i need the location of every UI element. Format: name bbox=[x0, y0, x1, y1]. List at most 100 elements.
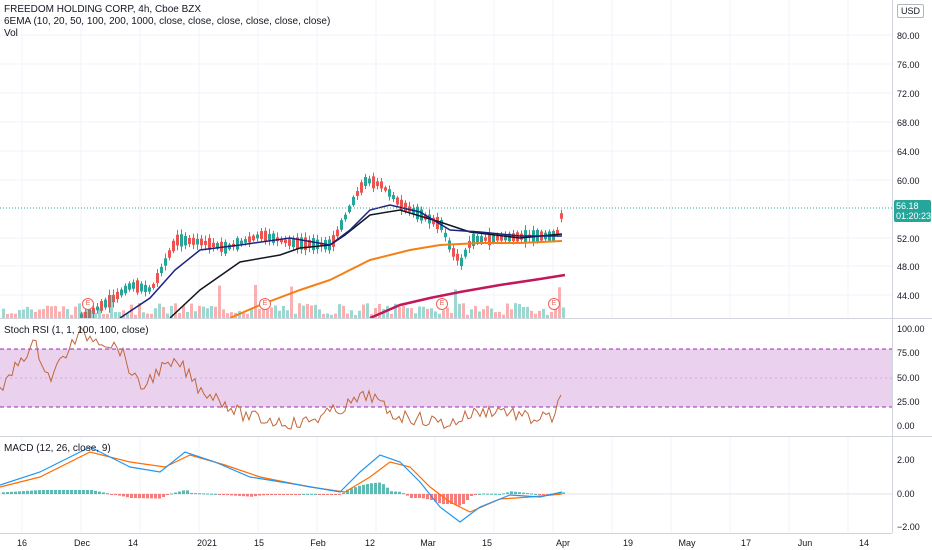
macd-tick: −2.00 bbox=[897, 522, 920, 532]
macd-histogram-bar bbox=[194, 493, 197, 495]
volume-bar bbox=[286, 310, 289, 318]
earnings-marker[interactable]: E bbox=[82, 298, 94, 310]
volume-bar bbox=[6, 313, 9, 318]
volume-bar bbox=[494, 312, 497, 318]
volume-bar bbox=[486, 305, 489, 318]
price-axis[interactable]: USD 80.00 76.00 72.00 68.00 64.00 60.00 … bbox=[892, 0, 932, 533]
volume-bar bbox=[562, 307, 565, 318]
volume-bar bbox=[222, 309, 225, 318]
price-chart[interactable] bbox=[0, 0, 892, 318]
macd-histogram-bar bbox=[234, 494, 237, 496]
macd-histogram-bar bbox=[182, 490, 185, 494]
macd-histogram-bar bbox=[174, 492, 177, 494]
volume-bar bbox=[74, 306, 77, 318]
candle-body bbox=[224, 241, 227, 254]
pane-separator[interactable] bbox=[0, 318, 932, 319]
stoch-rsi-line bbox=[0, 326, 562, 430]
stoch-rsi-pane[interactable]: Stoch RSI (1, 1, 100, 100, close) bbox=[0, 319, 892, 436]
macd-histogram-bar bbox=[314, 493, 317, 495]
volume-bar bbox=[130, 304, 133, 318]
macd-histogram-bar bbox=[242, 494, 245, 497]
earnings-marker[interactable]: E bbox=[436, 298, 448, 310]
chart-title[interactable]: FREEDOM HOLDING CORP, 4h, Cboe BZX bbox=[4, 4, 202, 15]
volume-bar bbox=[50, 306, 53, 318]
volume-bar bbox=[262, 304, 265, 318]
time-label: Dec bbox=[73, 538, 91, 548]
volume-bar bbox=[38, 309, 41, 318]
macd-histogram-bar bbox=[538, 494, 541, 495]
candle-body bbox=[256, 234, 259, 239]
volume-bar bbox=[294, 313, 297, 318]
volume-bar bbox=[30, 309, 33, 318]
macd-histogram-bar bbox=[214, 493, 217, 495]
volume-bar bbox=[242, 312, 245, 318]
macd-histogram-bar bbox=[22, 491, 25, 494]
volume-bar bbox=[394, 303, 397, 318]
price-tick: 48.00 bbox=[897, 262, 920, 272]
volume-bar bbox=[34, 311, 37, 318]
volume-bar bbox=[358, 310, 361, 318]
macd-histogram-bar bbox=[330, 494, 333, 495]
volume-bar bbox=[462, 303, 465, 318]
candle-body bbox=[168, 250, 171, 258]
price-tick: 52.00 bbox=[897, 234, 920, 244]
ema-line bbox=[119, 204, 562, 318]
macd-histogram-bar bbox=[238, 494, 241, 496]
macd-histogram-bar bbox=[226, 494, 229, 496]
macd-histogram-bar bbox=[298, 494, 301, 495]
candle-body bbox=[444, 232, 447, 238]
pane-separator[interactable] bbox=[0, 436, 932, 437]
price-pane[interactable]: FREEDOM HOLDING CORP, 4h, Cboe BZX 6EMA … bbox=[0, 0, 892, 318]
candle-body bbox=[196, 238, 199, 245]
volume-bar bbox=[534, 313, 537, 318]
volume-bar bbox=[366, 303, 369, 318]
stoch-rsi-chart[interactable] bbox=[0, 319, 892, 436]
volume-bar bbox=[110, 294, 113, 318]
macd-histogram-bar bbox=[114, 494, 117, 495]
macd-legend[interactable]: MACD (12, 26, close, 9) bbox=[4, 443, 111, 454]
macd-chart[interactable] bbox=[0, 437, 892, 533]
volume-bar bbox=[450, 312, 453, 318]
time-label: 15 bbox=[253, 538, 265, 548]
time-label: 14 bbox=[858, 538, 870, 548]
candle-body bbox=[332, 235, 335, 247]
candle-body bbox=[88, 307, 91, 318]
candle-body bbox=[352, 196, 355, 206]
ema-indicator-legend[interactable]: 6EMA (10, 20, 50, 100, 200, 1000, close,… bbox=[4, 16, 331, 27]
macd-histogram-bar bbox=[54, 490, 57, 494]
candle-body bbox=[300, 237, 303, 250]
macd-histogram-bar bbox=[454, 494, 457, 505]
macd-histogram-bar bbox=[346, 489, 349, 494]
macd-histogram-bar bbox=[510, 491, 513, 494]
macd-histogram-bar bbox=[106, 493, 109, 495]
candle-body bbox=[260, 231, 263, 239]
macd-histogram-bar bbox=[138, 494, 141, 499]
candle-body bbox=[452, 248, 455, 257]
earnings-marker[interactable]: E bbox=[548, 298, 560, 310]
macd-histogram-bar bbox=[206, 493, 209, 495]
macd-histogram-bar bbox=[250, 494, 253, 497]
volume-bar bbox=[398, 306, 401, 318]
candle-body bbox=[356, 191, 359, 196]
earnings-marker[interactable]: E bbox=[259, 298, 271, 310]
macd-histogram-bar bbox=[422, 494, 425, 499]
volume-indicator-legend[interactable]: Vol bbox=[4, 28, 18, 39]
volume-bar bbox=[498, 311, 501, 318]
macd-histogram-bar bbox=[338, 494, 341, 495]
currency-badge[interactable]: USD bbox=[897, 4, 925, 18]
macd-histogram-bar bbox=[158, 494, 161, 499]
volume-bar bbox=[338, 304, 341, 318]
volume-bar bbox=[118, 312, 121, 318]
stoch-rsi-legend[interactable]: Stoch RSI (1, 1, 100, 100, close) bbox=[4, 325, 149, 336]
macd-histogram-bar bbox=[146, 494, 149, 499]
volume-bar bbox=[410, 308, 413, 318]
time-axis[interactable]: 16 Dec 14 2021 15 Feb 12 Mar 15 Apr 19 M… bbox=[0, 533, 892, 550]
candle-body bbox=[120, 289, 123, 296]
macd-histogram-bar bbox=[326, 494, 329, 495]
macd-histogram-bar bbox=[154, 494, 157, 499]
macd-pane[interactable]: MACD (12, 26, close, 9) bbox=[0, 437, 892, 533]
volume-bar bbox=[258, 308, 261, 318]
macd-histogram-bar bbox=[282, 494, 285, 495]
macd-histogram-bar bbox=[558, 492, 561, 494]
stoch-tick: 0.00 bbox=[897, 421, 915, 431]
